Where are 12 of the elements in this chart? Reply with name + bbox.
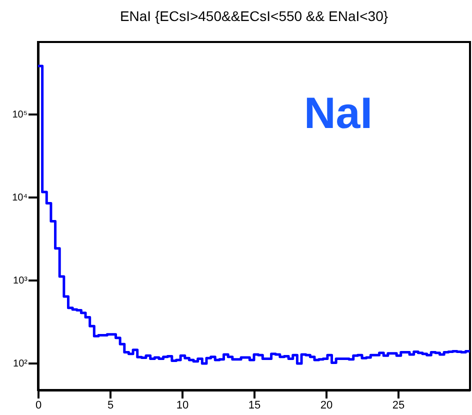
x-tick-label: 25 — [392, 400, 405, 412]
x-tick-label: 20 — [320, 400, 333, 412]
x-tick-label: 0 — [35, 400, 42, 412]
x-tick-label: 5 — [107, 400, 114, 412]
annotation: NaI — [304, 89, 372, 138]
y-tick-label: 10⁵ — [12, 110, 28, 121]
x-tick-label: 10 — [176, 400, 189, 412]
y-tick-label: 10³ — [13, 275, 28, 286]
y-tick-label: 10² — [13, 358, 28, 370]
y-tick-label: 10⁴ — [12, 192, 28, 204]
x-tick-label: 15 — [248, 400, 261, 412]
chart-title: ENaI {ECsI>450&&ECsI<550 && ENaI<30} — [120, 8, 388, 24]
